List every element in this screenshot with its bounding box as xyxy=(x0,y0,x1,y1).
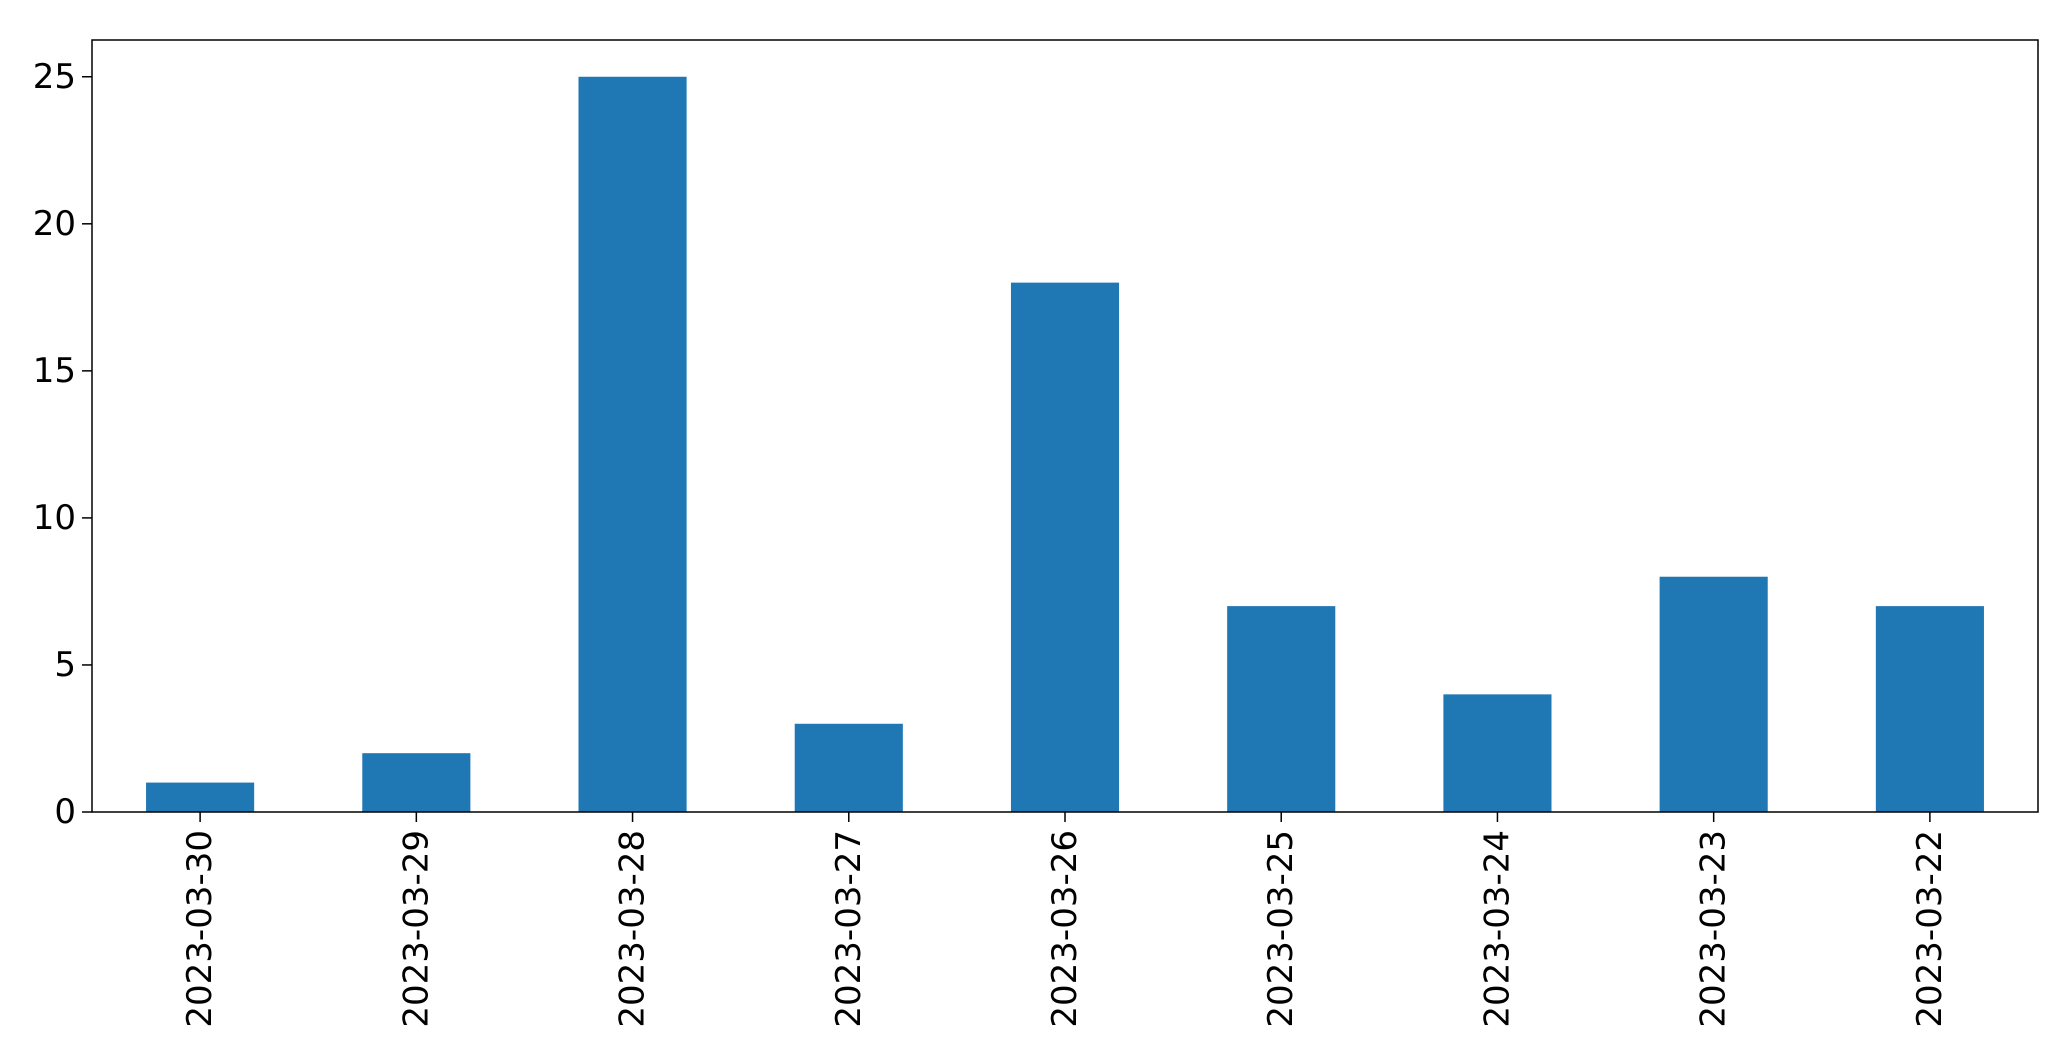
y-tick-label: 15 xyxy=(33,351,76,391)
x-tick-label: 2023-03-23 xyxy=(1694,830,1734,1028)
bar-2023-03-30 xyxy=(146,782,255,812)
x-tick-label: 2023-03-22 xyxy=(1910,830,1950,1028)
x-tick-label: 2023-03-26 xyxy=(1045,830,1085,1028)
bar-2023-03-23 xyxy=(1659,576,1768,812)
bar-2023-03-28 xyxy=(578,76,687,812)
bar-2023-03-25 xyxy=(1227,606,1336,812)
x-tick-label: 2023-03-25 xyxy=(1261,830,1301,1028)
y-tick-label: 10 xyxy=(33,498,76,538)
bar-2023-03-26 xyxy=(1010,282,1120,813)
bars-group xyxy=(146,76,1984,813)
x-tick-label: 2023-03-29 xyxy=(396,830,436,1028)
y-tick-label: 20 xyxy=(33,204,76,244)
x-tick-label: 2023-03-27 xyxy=(829,830,869,1028)
x-tick-label: 2023-03-24 xyxy=(1477,830,1517,1028)
y-tick-label: 5 xyxy=(54,645,76,685)
y-tick-label: 25 xyxy=(33,57,76,97)
x-tick-label: 2023-03-28 xyxy=(613,830,653,1028)
plot-frame xyxy=(91,39,2039,813)
bar-2023-03-27 xyxy=(794,723,903,812)
x-axis: 2023-03-30 2023-03-29 2023-03-28 2023-03-27… xyxy=(180,812,1950,1028)
y-tick-label: 0 xyxy=(54,792,76,832)
bar-2023-03-22 xyxy=(1875,606,1984,812)
bar-2023-03-29 xyxy=(362,753,471,812)
x-tick-label: 2023-03-30 xyxy=(180,830,220,1028)
y-axis: 0 5 10 15 20 25 xyxy=(33,57,92,832)
bar-2023-03-24 xyxy=(1443,694,1552,812)
